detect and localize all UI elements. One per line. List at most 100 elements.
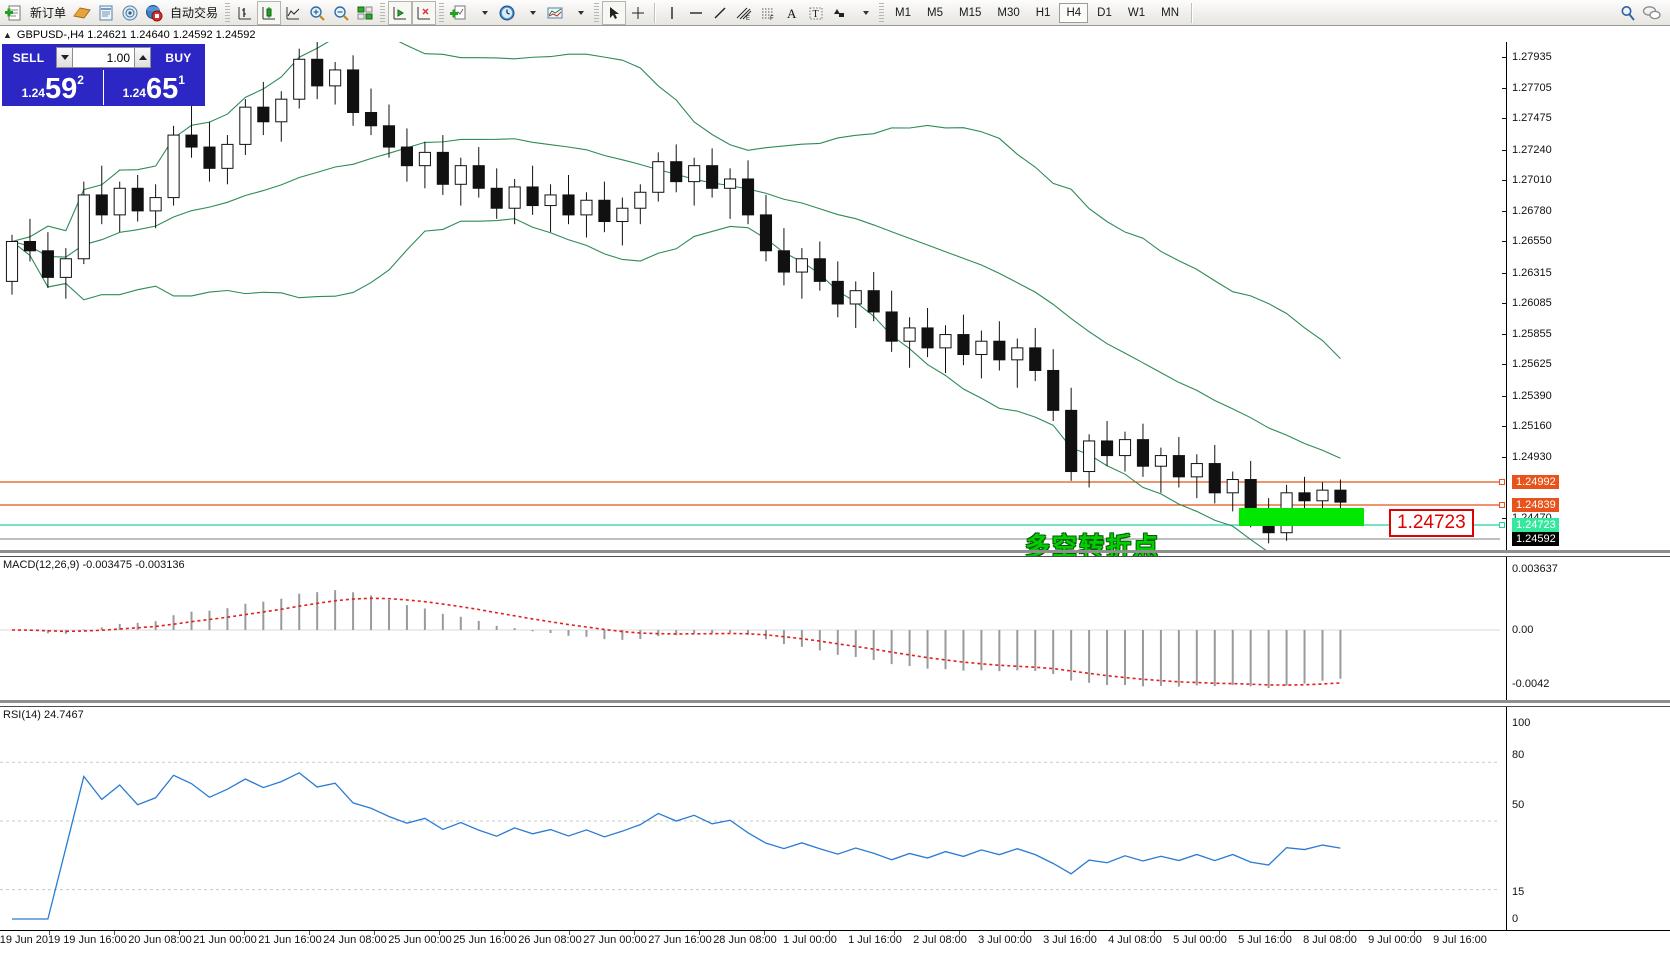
market-watch-icon[interactable] — [94, 1, 118, 25]
equidistant-channel-icon[interactable]: E — [732, 1, 756, 25]
time-tick — [439, 931, 440, 935]
timeframe-d1[interactable]: D1 — [1097, 6, 1112, 19]
buy-button[interactable]: BUY — [165, 50, 192, 65]
search-icon[interactable] — [1616, 1, 1640, 25]
time-tick-label: 28 Jun 08:00 — [713, 934, 777, 946]
zoom-out-icon[interactable] — [329, 1, 353, 25]
macd-label-bottom: -0.0042 — [1512, 678, 1550, 690]
time-tick-label: 2 Jul 08:00 — [913, 934, 967, 946]
price-level-handle[interactable] — [1499, 522, 1505, 528]
toolbar-grip-4[interactable] — [594, 2, 600, 23]
period-icon[interactable] — [495, 1, 519, 25]
volume-increment-button[interactable] — [134, 47, 151, 68]
volume-input[interactable]: 1.00 — [73, 47, 134, 68]
auto-trading-label[interactable]: 自动交易 — [170, 6, 219, 20]
zoom-in-icon[interactable] — [305, 1, 329, 25]
line-chart-icon[interactable] — [281, 1, 305, 25]
price-chart-pane[interactable]: 1.27935 1.27705 1.27475 1.27240 1.27010 1.267… — [0, 42, 1670, 587]
text-label-icon[interactable]: T — [804, 1, 828, 25]
new-order-label[interactable]: 新订单 — [30, 6, 67, 20]
fibonacci-retracement-icon[interactable]: F — [756, 1, 780, 25]
time-tick-label: 3 Jul 16:00 — [1043, 934, 1097, 946]
highlight-box — [1239, 508, 1364, 526]
text-icon[interactable]: A — [780, 1, 804, 25]
price-tick — [1502, 118, 1507, 120]
new-order-icon[interactable] — [2, 1, 26, 25]
price-level-tag[interactable]: 1.24723 — [1512, 518, 1559, 532]
price-level-handle[interactable] — [1499, 502, 1505, 508]
tile-windows-icon[interactable] — [353, 1, 377, 25]
price-tick — [1502, 87, 1507, 89]
price-level-tag[interactable]: 1.24592 — [1512, 532, 1559, 546]
toolbar-grip[interactable] — [225, 2, 231, 23]
cursor-icon[interactable] — [602, 0, 627, 25]
add-indicator-dropdown[interactable] — [471, 1, 495, 25]
price-level-tag[interactable]: 1.24839 — [1512, 498, 1559, 512]
timeframe-h4[interactable]: H4 — [1059, 2, 1089, 23]
timeframe-h1[interactable]: H1 — [1035, 6, 1051, 19]
trendline-icon[interactable] — [708, 1, 732, 25]
shapes-icon[interactable] — [828, 1, 852, 25]
bar-chart-icon[interactable] — [233, 1, 257, 25]
one-click-trading-panel[interactable]: SELL 1.00 BUY 1.24 59 2 1.24 65 1 — [2, 44, 205, 106]
time-tick — [1349, 931, 1350, 935]
price-tick — [1502, 180, 1507, 182]
timeframe-m15[interactable]: M15 — [959, 6, 982, 19]
templates-dropdown[interactable] — [567, 1, 591, 25]
price-axis-line — [1506, 42, 1507, 550]
pane-separator-1[interactable] — [0, 550, 1670, 553]
sell-price-big: 59 — [44, 73, 78, 105]
toolbar-divider — [654, 2, 657, 23]
time-tick — [1284, 931, 1285, 935]
navigator-icon[interactable] — [118, 1, 142, 25]
horizontal-line-icon[interactable] — [684, 1, 708, 25]
buy-price[interactable]: 1.24 65 1 — [104, 70, 205, 105]
chart-shift-icon[interactable] — [388, 0, 413, 25]
crosshair-icon[interactable] — [626, 1, 650, 25]
volume-decrement-button[interactable] — [56, 47, 73, 68]
timeframe-m30[interactable]: M30 — [997, 6, 1020, 19]
shapes-dropdown[interactable] — [852, 1, 876, 25]
time-tick — [764, 931, 765, 935]
macd-axis-line — [1506, 557, 1507, 702]
timeframe-m5[interactable]: M5 — [927, 6, 943, 19]
templates-icon[interactable] — [543, 1, 567, 25]
rsi-pane[interactable]: RSI(14) 24.7467 100 80 50 15 0 — [0, 706, 1670, 930]
vertical-line-icon[interactable] — [660, 1, 684, 25]
time-tick — [179, 931, 180, 935]
price-tick — [1502, 395, 1507, 397]
price-tick-label: 1.26315 — [1512, 266, 1552, 279]
volume-stepper[interactable]: 1.00 — [56, 47, 151, 68]
pane-separator-2[interactable] — [0, 700, 1670, 703]
sell-price[interactable]: 1.24 59 2 — [3, 70, 104, 105]
svg-text:F: F — [770, 16, 774, 21]
chat-icon[interactable] — [1640, 1, 1664, 25]
period-dropdown[interactable] — [519, 1, 543, 25]
svg-text:A: A — [787, 6, 797, 21]
time-tick — [1024, 931, 1025, 935]
price-level-handle[interactable] — [1499, 479, 1505, 485]
timeframe-mn[interactable]: MN — [1161, 6, 1179, 19]
timeframe-w1[interactable]: W1 — [1127, 6, 1146, 19]
price-tick-label: 1.25625 — [1512, 358, 1552, 371]
time-tick-label: 25 Jun 00:00 — [388, 934, 452, 946]
timeframe-m1[interactable]: M1 — [895, 6, 912, 19]
add-indicator-icon[interactable] — [447, 1, 471, 25]
price-callout: 1.24723 — [1389, 509, 1474, 537]
toolbar-grip-5[interactable] — [879, 2, 885, 23]
time-tick — [894, 931, 895, 935]
candlestick-chart-icon[interactable] — [257, 0, 282, 25]
toolbar-grip-3[interactable] — [439, 2, 445, 23]
price-tick — [1502, 149, 1507, 151]
profiles-icon[interactable] — [70, 1, 94, 25]
macd-pane[interactable]: MACD(12,26,9) -0.003475 -0.003136 0.0036… — [0, 556, 1670, 702]
toolbar-grip-2[interactable] — [380, 2, 386, 23]
time-tick — [634, 931, 635, 935]
auto-scroll-icon[interactable] — [412, 0, 437, 25]
auto-trading-icon[interactable] — [142, 1, 166, 25]
price-level-tag[interactable]: 1.24992 — [1512, 475, 1559, 489]
time-tick — [114, 931, 115, 935]
collapse-arrow-icon[interactable]: ▲ — [3, 29, 12, 40]
sell-button[interactable]: SELL — [12, 50, 45, 65]
time-tick-label: 1 Jul 16:00 — [848, 934, 902, 946]
